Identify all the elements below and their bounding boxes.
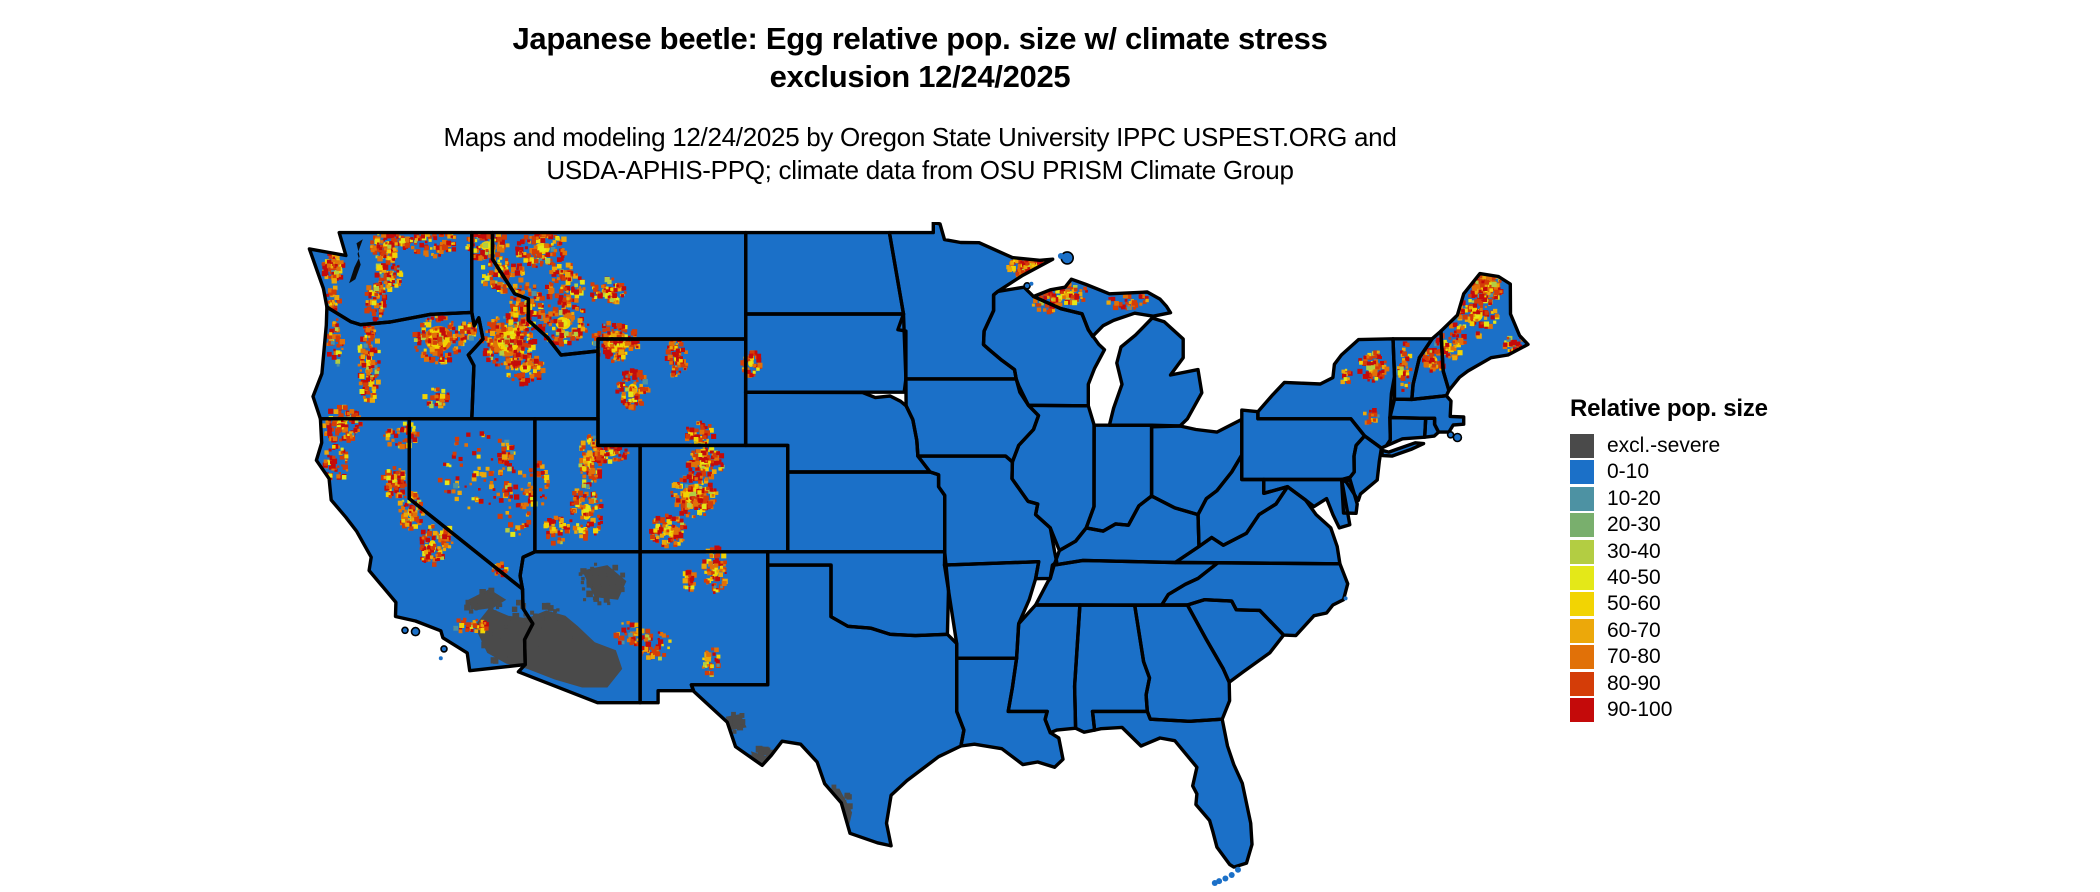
legend-label: 70-80 bbox=[1607, 645, 1661, 669]
state-al bbox=[1074, 605, 1150, 733]
legend-item: 40-50 bbox=[1570, 565, 1768, 590]
legend: Relative pop. size excl.-severe 0-10 10-20… bbox=[1570, 395, 1768, 724]
legend-title: Relative pop. size bbox=[1570, 395, 1768, 422]
legend-swatch bbox=[1570, 645, 1594, 670]
islands bbox=[401, 251, 1463, 886]
legend-swatch bbox=[1570, 539, 1594, 564]
state-ind bbox=[1086, 425, 1152, 532]
legend-swatch bbox=[1570, 486, 1594, 511]
us-map-container bbox=[230, 220, 1550, 892]
legend-swatch bbox=[1570, 697, 1594, 722]
legend-label: 90-100 bbox=[1607, 697, 1673, 721]
state-md bbox=[1263, 479, 1350, 528]
state-ms bbox=[1008, 605, 1080, 733]
state-ia bbox=[905, 378, 1039, 462]
state-ky bbox=[1054, 496, 1199, 566]
state-ma bbox=[1389, 395, 1464, 433]
legend-label: 50-60 bbox=[1607, 592, 1661, 616]
map-title-line1: Japanese beetle: Egg relative pop. size … bbox=[512, 21, 1328, 56]
legend-swatch bbox=[1570, 460, 1594, 485]
legend-swatch bbox=[1570, 565, 1594, 590]
state-ne bbox=[745, 392, 931, 472]
state-nd bbox=[745, 232, 904, 314]
legend-item: 70-80 bbox=[1570, 645, 1768, 670]
legend-item: 30-40 bbox=[1570, 539, 1768, 564]
legend-swatch bbox=[1570, 671, 1594, 696]
state-milp bbox=[1109, 318, 1202, 426]
legend-swatch bbox=[1570, 434, 1594, 458]
state-nm bbox=[640, 551, 768, 703]
legend-swatch bbox=[1570, 618, 1594, 643]
state-ga bbox=[1134, 605, 1230, 722]
state-va bbox=[1175, 486, 1340, 564]
state-nc bbox=[1161, 562, 1348, 636]
state-borders bbox=[307, 220, 1530, 869]
state-oh bbox=[1151, 419, 1242, 515]
legend-swatch bbox=[1570, 592, 1594, 617]
legend-label: 40-50 bbox=[1607, 565, 1661, 589]
state-wv bbox=[1198, 455, 1288, 547]
map-title: Japanese beetle: Egg relative pop. size … bbox=[0, 20, 1840, 96]
legend-label: excl.-severe bbox=[1607, 434, 1721, 457]
state-ri bbox=[1424, 418, 1439, 438]
state-ny bbox=[1257, 338, 1395, 449]
legend-item: 50-60 bbox=[1570, 592, 1768, 617]
legend-item: 90-100 bbox=[1570, 697, 1768, 722]
state-fl bbox=[1092, 711, 1252, 868]
legend-label: 10-20 bbox=[1607, 486, 1661, 510]
legend-item: excl.-severe bbox=[1570, 434, 1768, 458]
legend-item: 80-90 bbox=[1570, 671, 1768, 696]
state-mo bbox=[917, 456, 1057, 579]
map-subtitle-line2: USDA-APHIS-PPQ; climate data from OSU PR… bbox=[546, 155, 1294, 185]
map-subtitle: Maps and modeling 12/24/2025 by Oregon S… bbox=[0, 121, 1840, 187]
state-ar bbox=[944, 561, 1039, 659]
us-map bbox=[307, 220, 1530, 886]
legend-item: 0-10 bbox=[1570, 460, 1768, 485]
state-ct bbox=[1386, 417, 1426, 446]
state-tn bbox=[1035, 560, 1218, 605]
puget-sound bbox=[349, 239, 363, 284]
state-il bbox=[1012, 405, 1095, 551]
legend-label: 0-10 bbox=[1607, 460, 1650, 484]
legend-item: 60-70 bbox=[1570, 618, 1768, 643]
state-wi bbox=[983, 287, 1105, 406]
legend-label: 30-40 bbox=[1607, 539, 1661, 563]
map-subtitle-line1: Maps and modeling 12/24/2025 by Oregon S… bbox=[443, 122, 1397, 152]
legend-item: 20-30 bbox=[1570, 513, 1768, 538]
state-ks bbox=[787, 472, 945, 552]
legend-swatch bbox=[1570, 513, 1594, 538]
legend-items: excl.-severe 0-10 10-20 20-30 30-40 40-50 50-6… bbox=[1570, 434, 1768, 722]
legend-item: 10-20 bbox=[1570, 486, 1768, 511]
state-co bbox=[640, 445, 788, 552]
state-ok bbox=[767, 551, 949, 636]
state-sc bbox=[1187, 599, 1284, 683]
state-pa bbox=[1241, 410, 1365, 483]
state-wy bbox=[598, 339, 746, 446]
state-sd bbox=[745, 314, 906, 393]
legend-label: 80-90 bbox=[1607, 671, 1661, 695]
map-title-line2: exclusion 12/24/2025 bbox=[769, 59, 1071, 94]
legend-label: 60-70 bbox=[1607, 618, 1661, 642]
legend-label: 20-30 bbox=[1607, 513, 1661, 537]
